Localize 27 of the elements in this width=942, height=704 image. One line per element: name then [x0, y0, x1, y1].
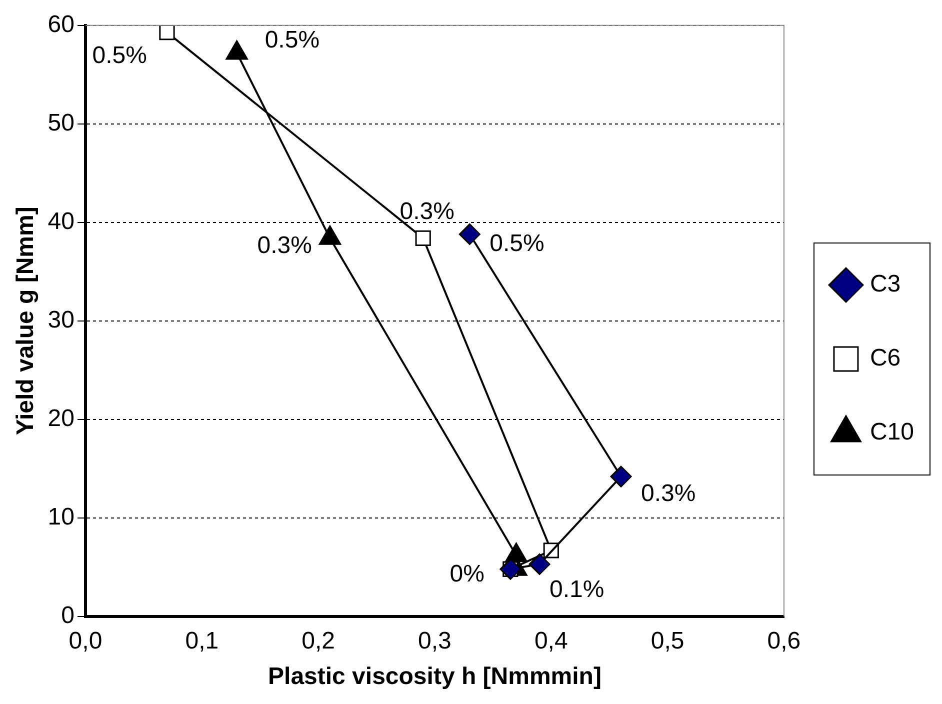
annotation: 0.3%	[400, 198, 454, 225]
y-tick-label: 30	[48, 306, 74, 334]
y-tick-label: 0	[61, 602, 74, 630]
y-tick-label: 60	[48, 11, 74, 38]
y-axis-title: Yield value g [Nmm]	[12, 206, 40, 436]
y-tick-label: 20	[48, 405, 74, 432]
y-tick-label: 10	[48, 504, 74, 531]
x-tick-label: 0,1	[185, 627, 219, 654]
x-tick-label: 0,0	[68, 627, 102, 654]
annotation: 0.3%	[640, 480, 696, 508]
legend-label: C6	[870, 344, 901, 372]
annotation: 0.5%	[490, 230, 544, 257]
annotation: 0.5%	[264, 26, 320, 54]
legend-label: C10	[870, 418, 914, 446]
x-axis-title: Plastic viscosity h [Nmmmin]	[268, 663, 602, 690]
x-tick-label: 0,2	[302, 627, 336, 654]
x-tick-label: 0,5	[650, 627, 684, 654]
annotation: 0.3%	[257, 232, 312, 259]
y-tick-label: 40	[48, 208, 74, 236]
annotation: 0%	[450, 560, 484, 588]
x-tick-label: 0,4	[534, 627, 568, 654]
legend-label: C3	[870, 270, 901, 298]
x-tick-label: 0,6	[767, 627, 801, 654]
annotation: 0.5%	[92, 42, 147, 69]
annotation: 0.1%	[550, 576, 604, 603]
y-tick-label: 50	[48, 110, 74, 137]
x-tick-label: 0,3	[418, 627, 452, 654]
